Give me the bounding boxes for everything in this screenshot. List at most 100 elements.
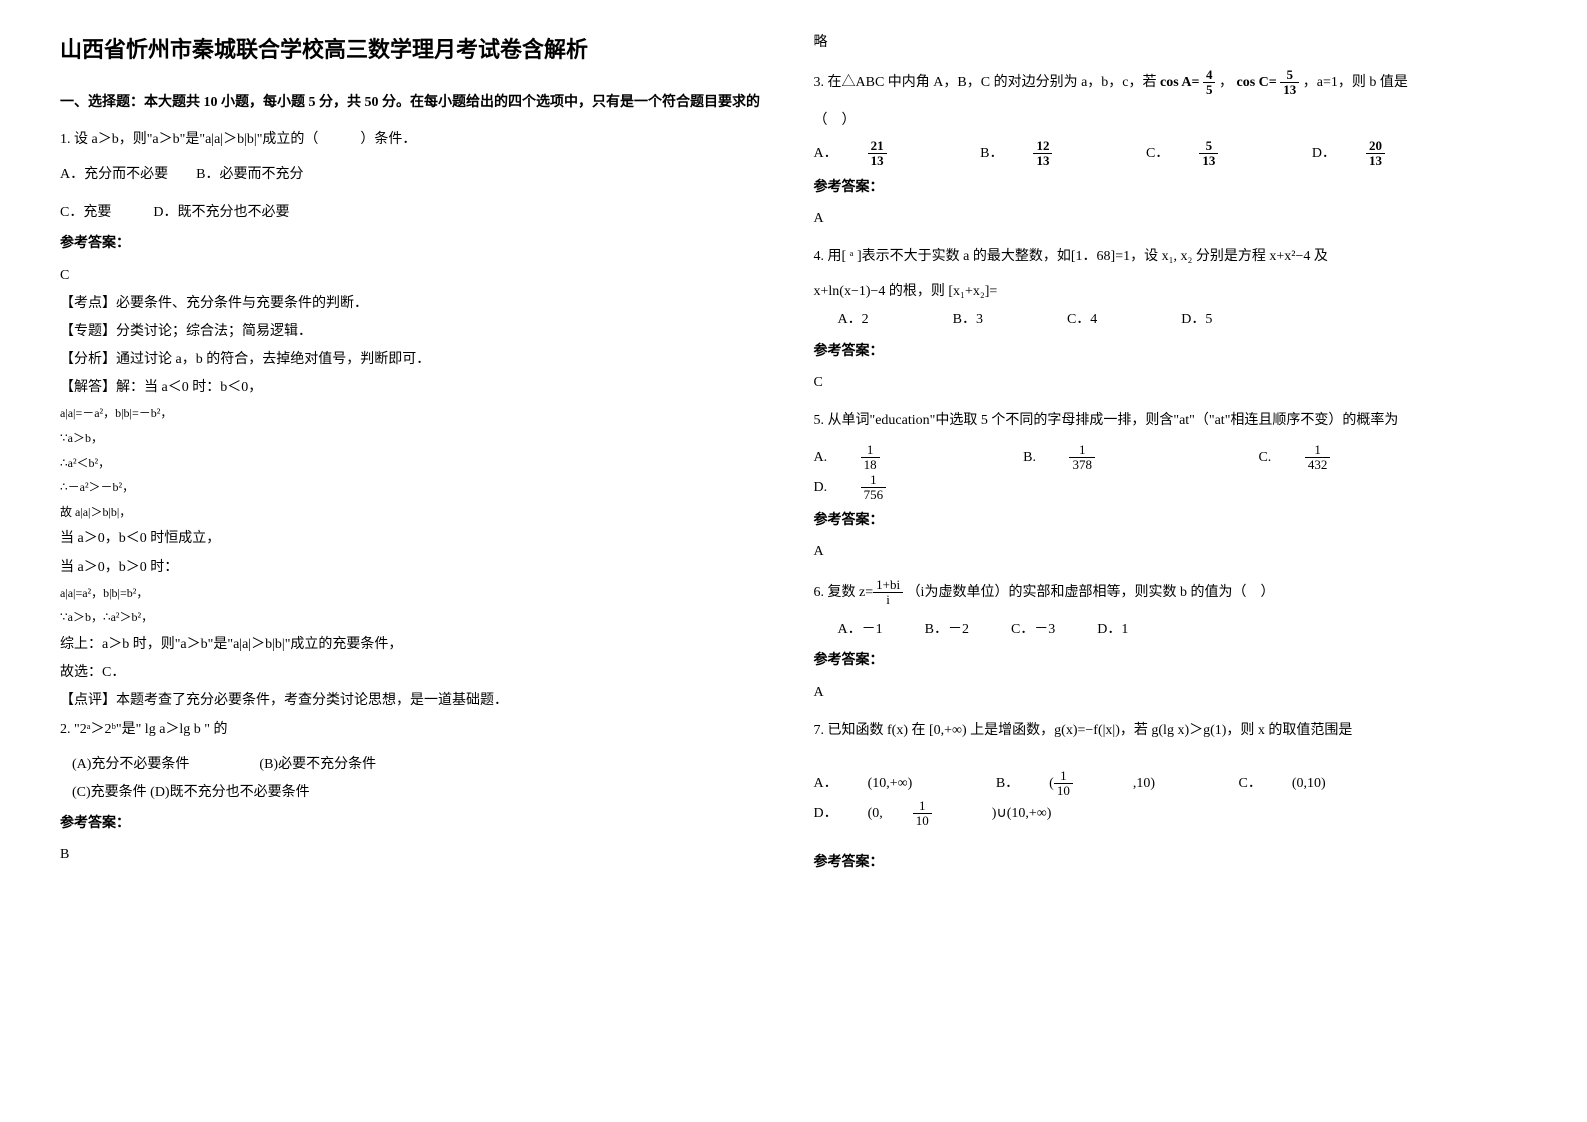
q7-D-rest: )∪(10,+∞) (992, 801, 1052, 826)
answer-label: 参考答案： (814, 648, 1528, 673)
q5-A: A. (814, 445, 828, 470)
q1-exp-3: 【分析】通过讨论 a，b 的符合，去掉绝对值号，判断即可． (60, 347, 774, 372)
problem-2: 2. "2ᵃ＞2ᵇ"是" lg a＞lg b " 的 (60, 717, 774, 742)
q2-options-2: (C)充要条件 (D)既不充分也不必要条件 (60, 780, 774, 805)
q5-C-num: 1 (1305, 443, 1331, 458)
problem-3: 3. 在△ABC 中内角 A，B，C 的对边分别为 a，b，c，若 cos A=… (814, 68, 1528, 98)
q5-answer: A (814, 539, 1528, 564)
q1-options-1: A．充分而不必要 B．必要而不充分 (60, 162, 774, 187)
q2-options-1: (A)充分不必要条件 (B)必要不充分条件 (60, 752, 774, 777)
q6-answer: A (814, 680, 1528, 705)
q1-exp-13: ∵a＞b，∴a²＞b²， (60, 607, 774, 629)
q4-answer: C (814, 370, 1528, 395)
cosC-frac: 513 (1280, 68, 1299, 98)
q3-paren: （ ） (814, 108, 1528, 133)
q1-exp-2: 【专题】分类讨论；综合法；简易逻辑． (60, 319, 774, 344)
q5-options: A. 118 B. 1378 C. 1432 D. 1756 (814, 443, 1528, 502)
cosA-num: 4 (1203, 68, 1216, 83)
q7-B-num: 1 (1054, 769, 1073, 784)
document-title: 山西省忻州市秦城联合学校高三数学理月考试卷含解析 (60, 30, 774, 70)
problem-4b: x+ln(x−1)−4 的根，则 [x₁+x₂]= (814, 279, 1528, 304)
q3-C: C． (1146, 141, 1169, 166)
q3-mid: ， (1219, 75, 1233, 90)
q1-exp-1: 【考点】必要条件、充分条件与充要条件的判断． (60, 291, 774, 316)
q6-frac-num: 1+bi (873, 578, 903, 593)
q3-optB-num: 12 (1033, 139, 1052, 154)
q7-D-pre: (0, (868, 801, 883, 826)
q7-B-rest: ,10) (1133, 771, 1155, 796)
q6-frac: 1+bii (873, 578, 903, 608)
q7-D-den: 10 (913, 814, 932, 828)
q5-C-den: 432 (1305, 458, 1331, 472)
problem-7: 7. 已知函数 f(x) 在 [0,+∞) 上是增函数，g(x)=−f(|x|)… (814, 718, 1528, 743)
q7-options: A．(10,+∞) B．(110,10) C．(0,10) D．(0,110)∪… (814, 769, 1528, 828)
q5-D-num: 1 (861, 473, 887, 488)
q4-options: A．2 B．3 C．4 D．5 (814, 307, 1528, 332)
q1-exp-11: 当 a＞0，b＞0 时： (60, 555, 774, 580)
q5-D-den: 756 (861, 488, 887, 502)
answer-label: 参考答案： (814, 850, 1528, 875)
problem-1: 1. 设 a＞b，则"a＞b"是"a|a|＞b|b|"成立的（ ）条件． (60, 127, 774, 152)
q3-answer: A (814, 206, 1528, 231)
q1-exp-12: a|a|=a²，b|b|=b²， (60, 583, 774, 605)
q6-pre: 6. 复数 (814, 585, 856, 600)
q1-exp-8: ∴－a²＞－b²， (60, 477, 774, 499)
q1-exp-9: 故 a|a|＞b|b|， (60, 502, 774, 524)
q6-options: A．－1 B．－2 C．－3 D．1 (814, 617, 1528, 642)
q1-options-2: C．充要 D．既不充分也不必要 (60, 200, 774, 225)
q1-exp-4: 【解答】解：当 a＜0 时：b＜0， (60, 375, 774, 400)
answer-label: 参考答案： (60, 811, 774, 836)
q7-A-val: (10,+∞) (868, 771, 913, 796)
cosC-den: 13 (1280, 83, 1299, 97)
q3-optA-den: 13 (868, 154, 887, 168)
q5-D: D. (814, 475, 828, 500)
q3-optC-den: 13 (1199, 154, 1218, 168)
q1-exp-6: ∵a＞b， (60, 428, 774, 450)
q7-D: D． (814, 801, 838, 826)
cosC-label: cos C= (1236, 75, 1276, 90)
q5-C: C. (1258, 445, 1271, 470)
q7-B-den: 10 (1054, 784, 1073, 798)
q6-z: z= (859, 585, 873, 600)
q3-D: D． (1312, 141, 1336, 166)
q3-text-post: ，a=1，则 b 值是 (1303, 75, 1408, 90)
q5-A-num: 1 (861, 443, 880, 458)
q3-optC-num: 5 (1199, 139, 1218, 154)
q1-exp-15: 故选：C． (60, 660, 774, 685)
q1-exp-5: a|a|=－a²，b|b|=－b²， (60, 403, 774, 425)
q7-C: C． (1239, 771, 1262, 796)
q7-D-num: 1 (913, 799, 932, 814)
q5-B-den: 378 (1069, 458, 1095, 472)
cosA-frac: 45 (1203, 68, 1216, 98)
q3-text-pre: 3. 在△ABC 中内角 A，B，C 的对边分别为 a，b，c，若 (814, 75, 1157, 90)
answer-label: 参考答案： (814, 508, 1528, 533)
q7-B: B． (996, 771, 1019, 796)
cosA-label: cos A= (1160, 75, 1199, 90)
cosA-den: 5 (1203, 83, 1216, 97)
section-heading: 一、选择题：本大题共 10 小题，每小题 5 分，共 50 分。在每小题给出的四… (60, 90, 774, 115)
problem-6: 6. 复数 z=1+bii （i为虚数单位）的实部和虚部相等，则实数 b 的值为… (814, 578, 1528, 608)
q2-answer: B (60, 842, 774, 867)
q1-exp-10: 当 a＞0，b＜0 时恒成立， (60, 526, 774, 551)
q5-A-den: 18 (861, 458, 880, 472)
q3-A: A． (814, 141, 838, 166)
q1-exp-7: ∴a²＜b²， (60, 453, 774, 475)
q6-post: （i为虚数单位）的实部和虚部相等，则实数 b 的值为（ ） (907, 585, 1275, 600)
q5-B-num: 1 (1069, 443, 1095, 458)
q1-exp-14: 综上：a＞b 时，则"a＞b"是"a|a|＞b|b|"成立的充要条件， (60, 632, 774, 657)
lue: 略 (814, 30, 1528, 55)
answer-label: 参考答案： (60, 231, 774, 256)
cosC-num: 5 (1280, 68, 1299, 83)
q7-A: A． (814, 771, 838, 796)
q6-frac-den: i (873, 593, 903, 607)
q3-optB-den: 13 (1033, 154, 1052, 168)
left-column: 山西省忻州市秦城联合学校高三数学理月考试卷含解析 一、选择题：本大题共 10 小… (40, 30, 794, 1092)
problem-4: 4. 用[ ᵃ ]表示不大于实数 a 的最大整数，如[1．68]=1，设 x₁,… (814, 244, 1528, 269)
right-column: 略 3. 在△ABC 中内角 A，B，C 的对边分别为 a，b，c，若 cos … (794, 30, 1548, 1092)
answer-label: 参考答案： (814, 175, 1528, 200)
q1-answer: C (60, 263, 774, 288)
q3-optD-den: 13 (1366, 154, 1385, 168)
q3-options: A．2113 B．1213 C．513 D．2013 (814, 139, 1528, 169)
q3-B: B． (980, 141, 1003, 166)
q3-optD-num: 20 (1366, 139, 1385, 154)
